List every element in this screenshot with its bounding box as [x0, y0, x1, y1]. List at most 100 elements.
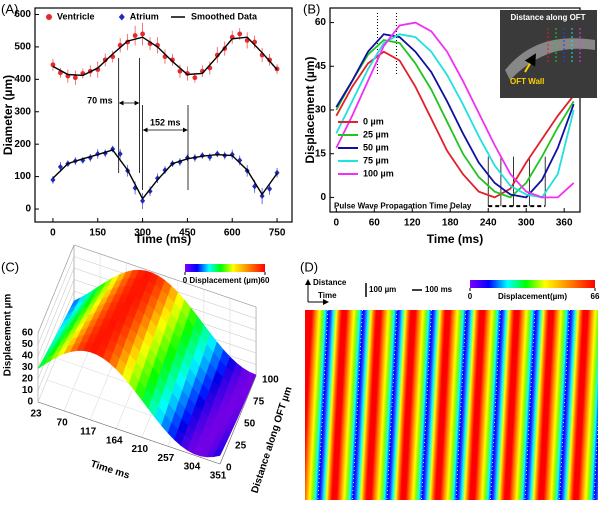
legend-label: 25 µm	[363, 129, 389, 139]
data-point	[155, 175, 161, 182]
axis-label: Distance	[313, 278, 347, 287]
colorbar-tick-label: 0	[183, 276, 188, 285]
data-point	[267, 185, 273, 192]
x-tick-label: 600	[224, 228, 241, 239]
y-tick-label: 600	[14, 9, 31, 20]
y-tick-label: 0	[25, 204, 31, 215]
y-tick-label: 0	[320, 192, 326, 203]
z-tick-label: 40	[22, 351, 34, 362]
surface	[37, 269, 257, 458]
colorbar-title: Displacement(µm)	[498, 292, 567, 301]
data-point	[259, 193, 265, 200]
kymograph-band	[371, 310, 411, 500]
x-tick-label: 0	[50, 228, 56, 239]
data-point	[192, 75, 198, 81]
z-grid-line	[37, 256, 75, 345]
colorbar-title: Displacement (µm)	[189, 276, 261, 285]
z-tick-label: 30	[22, 362, 34, 373]
band-fill	[371, 310, 411, 500]
z-tick-label: 50	[22, 339, 34, 350]
x-tick-label: 210	[131, 444, 148, 455]
kymograph-band	[543, 310, 584, 500]
kymograph-band	[305, 310, 342, 500]
x-tick-label: 300	[518, 218, 535, 229]
data-point	[102, 57, 108, 63]
kymograph-band	[474, 310, 515, 500]
kymograph-band	[578, 310, 598, 500]
colorbar-tick-label: 0	[468, 292, 473, 301]
y-tick-label: 500	[14, 42, 31, 53]
y-tick-label: 50	[244, 419, 256, 430]
x-tick-label: 304	[184, 462, 201, 473]
x-axis-title: Time (ms)	[135, 232, 191, 246]
plot-frame	[34, 7, 293, 223]
band-fill	[578, 310, 598, 500]
y-tick-label: 200	[14, 139, 31, 150]
kymograph-band	[440, 310, 480, 500]
band-fill	[474, 310, 515, 500]
annotation-label: 152 ms	[150, 117, 181, 127]
z-tick-label: 20	[22, 374, 34, 385]
x-tick-label: 117	[80, 426, 97, 437]
x-tick-label: 150	[89, 228, 106, 239]
x-tick-label: 60	[369, 218, 381, 229]
legend-label: Ventricle	[57, 11, 95, 21]
y-tick-label: 100	[262, 375, 279, 386]
data-point	[50, 176, 56, 183]
data-point	[50, 62, 56, 68]
colorbar-tick-label: 60	[261, 276, 270, 285]
kymograph	[305, 310, 598, 500]
x-tick-label: 0	[334, 218, 340, 229]
colorbar	[470, 280, 595, 288]
band-fill	[305, 310, 342, 500]
z-tick-label: 0	[27, 397, 33, 408]
data-point	[132, 33, 138, 38]
scale-label: 100 ms	[425, 285, 453, 294]
x-tick-label: 120	[404, 218, 421, 229]
inset-title: Distance along OFT	[510, 13, 585, 22]
y-tick-label: 75	[253, 397, 265, 408]
y-tick-label: 400	[14, 74, 31, 85]
series-line	[335, 39, 575, 199]
legend-label: Atrium	[130, 11, 159, 21]
y-tick-label: 60	[315, 17, 327, 28]
legend-label: Smoothed Data	[191, 11, 258, 21]
panel-label: (A)	[1, 1, 18, 16]
y-tick-label: 300	[14, 106, 31, 117]
z-tick-label: 10	[22, 385, 34, 396]
data-point	[140, 31, 145, 37]
y-tick-label: 25	[235, 441, 247, 452]
series-line	[335, 21, 575, 199]
x-axis-title: Time (ms)	[427, 232, 483, 246]
legend-label: 0 µm	[363, 116, 384, 126]
kymograph-band	[336, 310, 377, 500]
panel-label: (B)	[303, 1, 320, 16]
legend-marker	[118, 13, 125, 21]
data-point	[177, 68, 183, 74]
annotation-label: 70 ms	[87, 95, 113, 105]
axis-label: Time	[318, 291, 337, 300]
colorbar-tick-label: 66	[591, 292, 600, 301]
box-edge	[37, 244, 75, 334]
legend-label: 50 µm	[363, 142, 389, 152]
data-point	[237, 31, 243, 37]
legend-label: 100 µm	[363, 168, 394, 178]
x-tick-label: 450	[179, 228, 196, 239]
band-fill	[336, 310, 377, 500]
panel-label: (D)	[300, 259, 318, 274]
data-point	[72, 75, 78, 81]
x-tick-label: 750	[269, 228, 286, 239]
x-tick-label: 70	[57, 418, 69, 429]
data-point	[57, 163, 63, 170]
y-axis-title: Displacement (µm)	[303, 57, 317, 164]
z-grid-line	[37, 279, 75, 368]
x-axis-title: Time ms	[89, 459, 131, 482]
x-tick-label: 23	[30, 409, 42, 420]
box-edge	[219, 375, 257, 465]
box-edge	[37, 401, 221, 465]
x-tick-label: 360	[556, 218, 573, 229]
x-tick-label: 300	[134, 228, 151, 239]
x-tick-label: 351	[210, 471, 227, 482]
series-line	[52, 149, 278, 200]
